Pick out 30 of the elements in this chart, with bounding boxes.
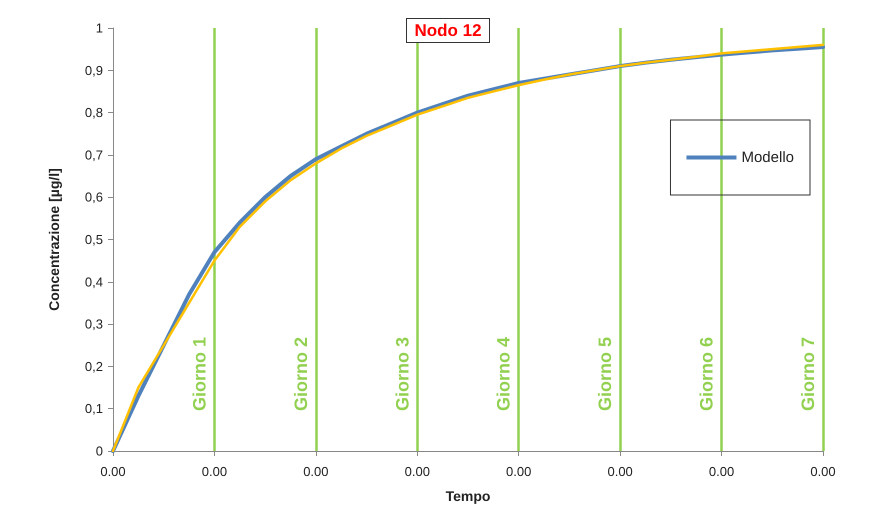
annotation: Giorno 7 <box>798 336 818 411</box>
y-axis-title: Concentrazione [µg/l] <box>46 168 62 311</box>
x-tick-label: 0.00 <box>708 464 734 479</box>
annotation: Giorno 6 <box>696 336 717 411</box>
x-tick-label: 0.00 <box>303 464 329 479</box>
x-tick-label: 0.00 <box>404 464 430 479</box>
annotation: Giorno 5 <box>595 336 616 411</box>
x-axis-title: Tempo <box>446 488 490 504</box>
annotation: Giorno 2 <box>290 336 311 411</box>
x-tick-label: 0.00 <box>607 464 633 479</box>
annotation: Giorno 1 <box>189 336 210 411</box>
y-tick-label: 0,4 <box>84 274 103 290</box>
y-tick-label: 0,3 <box>84 316 103 332</box>
x-tick-label: 0.00 <box>810 464 836 479</box>
y-tick-label: 0,1 <box>84 401 103 416</box>
y-tick-label: 1 <box>96 20 103 36</box>
y-tick-label: 0,7 <box>84 147 103 162</box>
y-tick-label: 0,9 <box>84 62 103 78</box>
legend-label: Modello <box>741 149 794 166</box>
y-tick-label: 0,6 <box>84 190 103 205</box>
annotation: Giorno 4 <box>494 336 514 411</box>
x-tick-label: 0.00 <box>202 464 228 479</box>
y-tick-label: 0,5 <box>84 232 103 247</box>
chart-title: Nodo 12 <box>414 21 482 40</box>
annotation: Giorno 3 <box>392 336 412 411</box>
y-tick-label: 0,8 <box>84 105 103 120</box>
y-tick-label: 0 <box>96 444 103 458</box>
x-tick-label: 0.00 <box>506 464 532 479</box>
y-tick-label: 0,2 <box>84 358 103 374</box>
x-tick-label: 0.00 <box>100 464 126 479</box>
